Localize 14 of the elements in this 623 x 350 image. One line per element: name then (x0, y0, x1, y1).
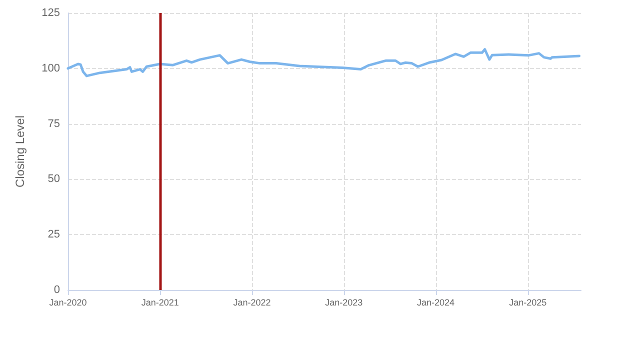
x-tick-label: Jan-2020 (49, 298, 87, 308)
y-tick-label: 75 (48, 118, 60, 130)
x-tick-label: Jan-2022 (233, 298, 271, 308)
y-tick-label: 50 (48, 173, 60, 186)
x-tick-label: Jan-2023 (325, 298, 363, 308)
y-tick-label: 25 (48, 228, 60, 241)
x-tick-label: Jan-2024 (416, 298, 455, 308)
y-tick-label: 125 (42, 7, 60, 19)
x-tick-label: Jan-2021 (141, 298, 179, 308)
line-series (66, 48, 580, 78)
x-tick-label: Jan-2025 (509, 298, 547, 308)
y-tick-label: 0 (54, 284, 60, 296)
y-tick-label: 100 (42, 62, 60, 74)
y-axis-title: Closing Level (13, 115, 27, 188)
